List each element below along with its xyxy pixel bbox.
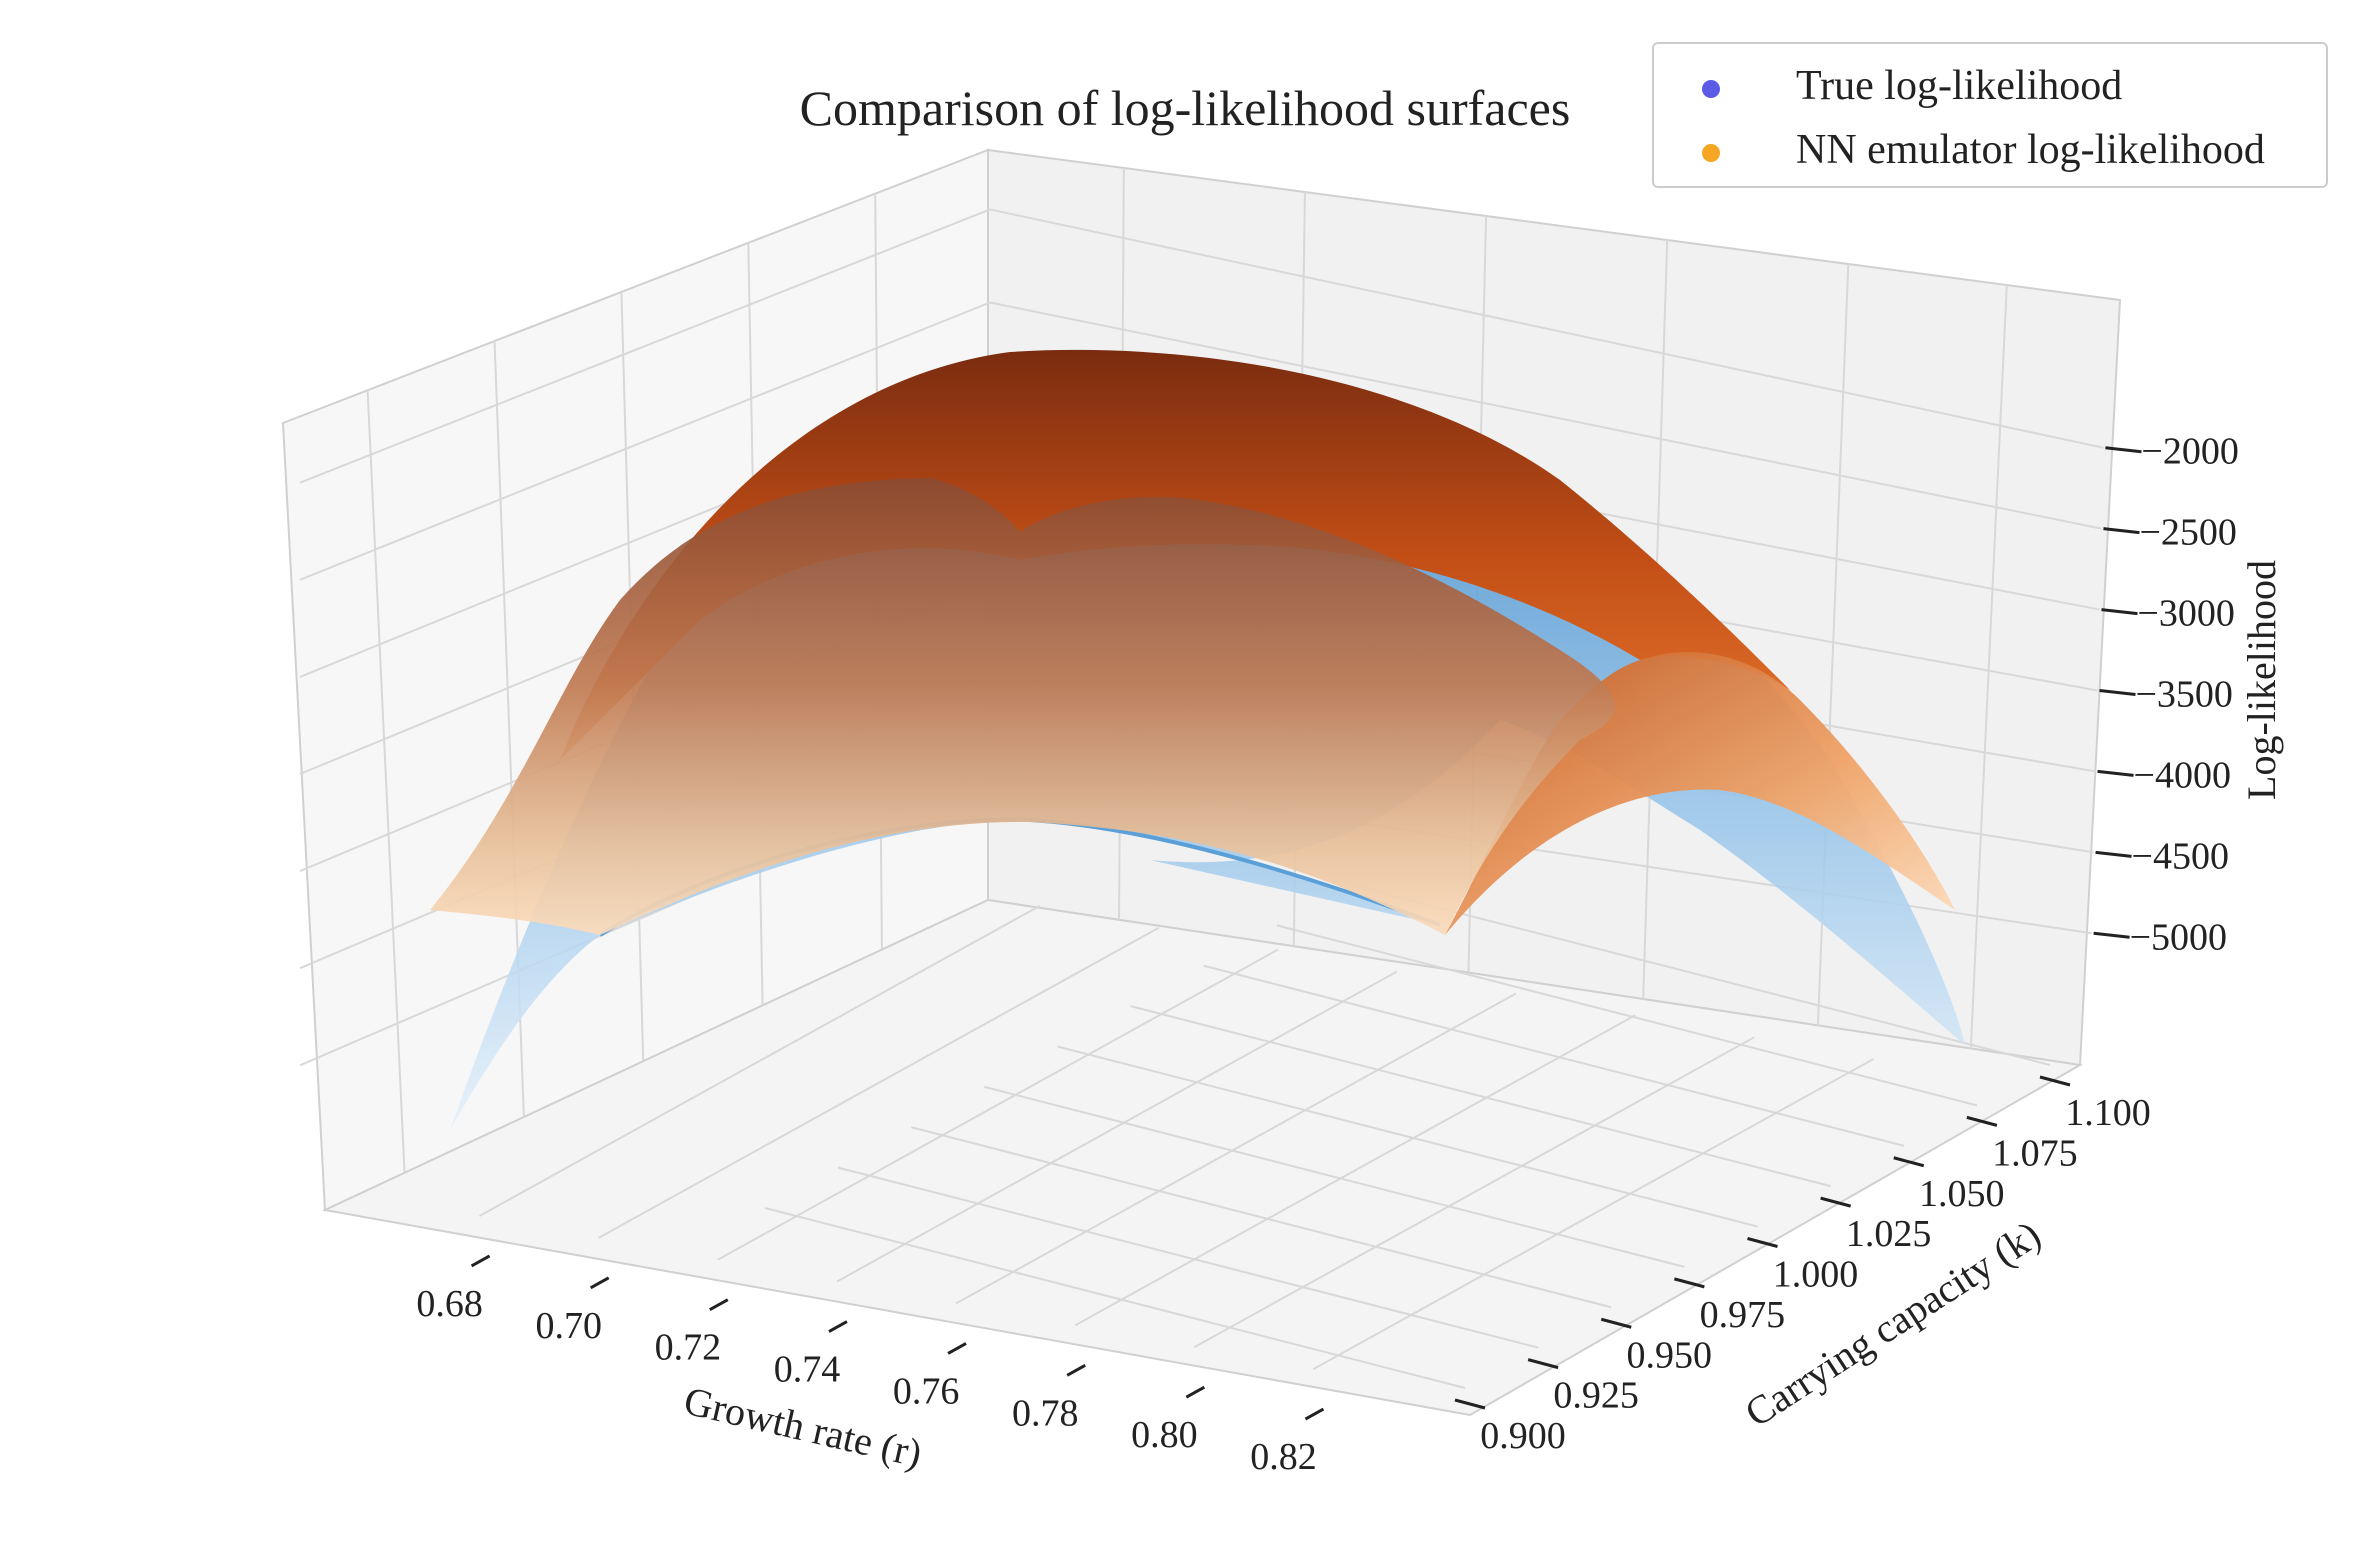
x-tick-mark	[709, 1298, 729, 1311]
z-axis-ticks: −2000 −2500 −3000 −3500 −4000 −4500 −5000	[2093, 431, 2239, 958]
y-tick-mark	[1820, 1196, 1852, 1208]
floor-grid-line	[955, 992, 1517, 1305]
floor-grid-line	[1130, 1005, 1831, 1188]
y-axis-ticks: 0.9000.9250.9500.9751.0001.0251.0501.075…	[1454, 1075, 2151, 1457]
x-tick-label: 0.74	[774, 1349, 841, 1391]
z-tick-label: −3500	[2136, 674, 2233, 716]
y-tick-mark	[1747, 1237, 1778, 1248]
z-tick-mark	[2103, 527, 2140, 535]
nn-surface-front	[430, 478, 1615, 935]
x-tick-mark	[1304, 1407, 1325, 1421]
surfaces	[430, 349, 1965, 1130]
z-tick-mark	[2099, 689, 2136, 696]
floor-grid-line	[479, 905, 1041, 1217]
x-tick-mark	[1185, 1385, 1206, 1399]
y-tick-mark	[1527, 1358, 1559, 1370]
x-tick-label: 0.76	[893, 1370, 960, 1412]
x-tick-mark	[828, 1320, 848, 1333]
z-tick-label: −4500	[2132, 835, 2229, 877]
y-tick-label: 0.900	[1480, 1415, 1566, 1457]
x-tick-mark	[470, 1254, 491, 1268]
wall-grid-line	[299, 301, 991, 581]
legend-item-nn: NN emulator log-likelihood	[1654, 122, 2326, 182]
y-tick-mark	[1893, 1156, 1925, 1168]
legend-marker-true	[1702, 80, 1720, 98]
y-tick-mark	[1600, 1317, 1632, 1329]
z-tick-mark	[2097, 769, 2134, 777]
floor-grid-line	[1276, 924, 1978, 1107]
x-tick-label: 0.82	[1250, 1436, 1317, 1478]
floor-pane	[321, 898, 2083, 1417]
y-tick-label: 1.050	[1919, 1173, 2005, 1215]
floor-grid-line	[717, 948, 1279, 1261]
y-tick-label: 1.100	[2065, 1092, 2151, 1134]
y-tick-mark	[2039, 1075, 2071, 1087]
x-tick-label: 0.68	[416, 1283, 483, 1325]
x-tick-mark	[1066, 1364, 1086, 1377]
legend-item-true: True log-likelihood	[1654, 58, 2326, 118]
z-tick-mark	[2095, 850, 2132, 858]
y-tick-label: 1.075	[1992, 1132, 2078, 1174]
z-tick-label: −4000	[2134, 754, 2231, 796]
y-tick-label: 0.925	[1553, 1375, 1639, 1417]
nn-surface-back	[560, 349, 1790, 760]
z-tick-mark	[2093, 931, 2130, 939]
wall-grid-line	[366, 390, 406, 1173]
y-tick-label: 0.950	[1627, 1334, 1713, 1376]
x-axis-ticks: 0.68 0.70 0.72 0.74 0.76 0.78 0.80 0.82	[416, 1254, 1325, 1478]
z-tick-mark	[2105, 446, 2142, 454]
legend-label-true: True log-likelihood	[1796, 63, 2123, 109]
z-tick-label: −2000	[2141, 431, 2238, 473]
floor-grid-line	[837, 1166, 1539, 1349]
floor-grid-line	[836, 970, 1398, 1283]
x-tick-mark	[589, 1276, 610, 1290]
x-tick-label: 0.80	[1131, 1414, 1198, 1456]
y-tick-label: 1.000	[1773, 1254, 1859, 1296]
x-axis-label: Growth rate (r)	[680, 1378, 926, 1476]
floor-grid-line	[1193, 1036, 1755, 1349]
legend: True log-likelihood NN emulator log-like…	[1652, 42, 2328, 188]
y-tick-mark	[1454, 1398, 1486, 1410]
z-tick-label: −3000	[2137, 593, 2234, 635]
z-tick-label: −2500	[2139, 512, 2236, 554]
floor-grid-line	[1074, 1014, 1636, 1327]
z-tick-label: −5000	[2130, 916, 2227, 958]
y-tick-mark	[1966, 1115, 1998, 1127]
floor-grid-line	[1203, 964, 1904, 1147]
chart-title: Comparison of log-likelihood surfaces	[800, 80, 1571, 136]
floor-grid-line	[1349, 884, 2051, 1066]
y-tick-label: 0.975	[1700, 1294, 1786, 1336]
x-tick-label: 0.78	[1012, 1392, 1079, 1434]
floor-grid-line	[764, 1207, 1466, 1389]
y-tick-mark	[1673, 1277, 1705, 1289]
floor-grid-line	[911, 1126, 1612, 1309]
floor-grid-line	[1312, 1058, 1874, 1370]
z-tick-mark	[2101, 608, 2138, 616]
x-tick-label: 0.70	[535, 1305, 602, 1347]
legend-label-nn: NN emulator log-likelihood	[1796, 127, 2265, 173]
z-axis-label: Log-likelihood	[2239, 560, 2284, 800]
floor-grid-line	[1057, 1045, 1758, 1228]
wall-grid-line	[1969, 284, 2008, 1049]
x-tick-label: 0.72	[655, 1327, 722, 1369]
y-tick-label: 1.025	[1846, 1213, 1932, 1255]
legend-marker-nn	[1702, 144, 1720, 162]
wall-grid-line	[989, 208, 2104, 449]
wall-grid-line	[989, 301, 2102, 530]
x-tick-mark	[947, 1342, 967, 1355]
floor-grid-line	[984, 1085, 1685, 1268]
floor-grid-line	[598, 926, 1160, 1239]
